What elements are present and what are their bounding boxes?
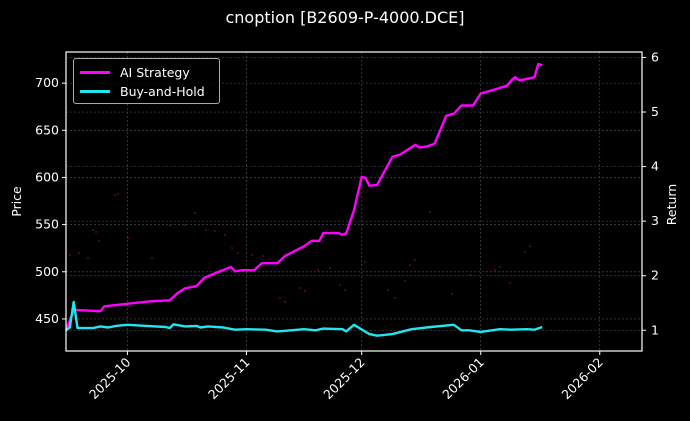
legend-item-buy-and-hold: Buy-and-Hold xyxy=(80,83,205,99)
svg-text:700: 700 xyxy=(35,75,59,90)
svg-text:1: 1 xyxy=(651,322,659,337)
legend-swatch-buy-and-hold xyxy=(80,89,110,93)
svg-text:2026-01: 2026-01 xyxy=(439,355,487,403)
legend-label-buy-and-hold: Buy-and-Hold xyxy=(120,83,205,99)
right-axis: 1 2 3 4 5 6 Return xyxy=(642,49,679,337)
svg-text:5: 5 xyxy=(651,104,659,119)
svg-text:2025-10: 2025-10 xyxy=(86,354,134,402)
series-line-ai-strategy xyxy=(64,62,543,331)
svg-text:2025-12: 2025-12 xyxy=(320,355,368,403)
svg-text:3: 3 xyxy=(651,213,659,228)
svg-text:2: 2 xyxy=(651,268,659,283)
svg-text:650: 650 xyxy=(35,122,59,137)
svg-text:500: 500 xyxy=(35,264,59,279)
svg-text:2025-11: 2025-11 xyxy=(205,355,253,403)
svg-text:6: 6 xyxy=(651,49,659,64)
svg-text:450: 450 xyxy=(35,311,59,326)
chart-legend: AI Strategy Buy-and-Hold xyxy=(73,58,220,104)
price-scatter xyxy=(69,193,531,303)
svg-text:4: 4 xyxy=(651,159,659,174)
svg-text:2026-02: 2026-02 xyxy=(558,355,606,403)
legend-label-ai-strategy: AI Strategy xyxy=(120,64,190,80)
gridlines xyxy=(66,52,642,351)
right-axis-label: Return xyxy=(664,184,679,225)
svg-text:600: 600 xyxy=(35,169,59,184)
svg-text:550: 550 xyxy=(35,217,59,232)
plot-frame xyxy=(65,51,643,352)
left-axis-label: Price xyxy=(9,186,24,217)
x-axis: 2025-10 2025-11 2025-12 2026-01 2026-02 xyxy=(86,351,606,402)
legend-swatch-ai-strategy xyxy=(80,70,110,74)
left-axis: 450 500 550 600 650 700 Price xyxy=(9,75,66,326)
series-line-buy-and-hold xyxy=(65,300,543,337)
chart-title: cnoption [B2609-P-4000.DCE] xyxy=(225,8,465,27)
legend-item-ai-strategy: AI Strategy xyxy=(80,64,190,80)
